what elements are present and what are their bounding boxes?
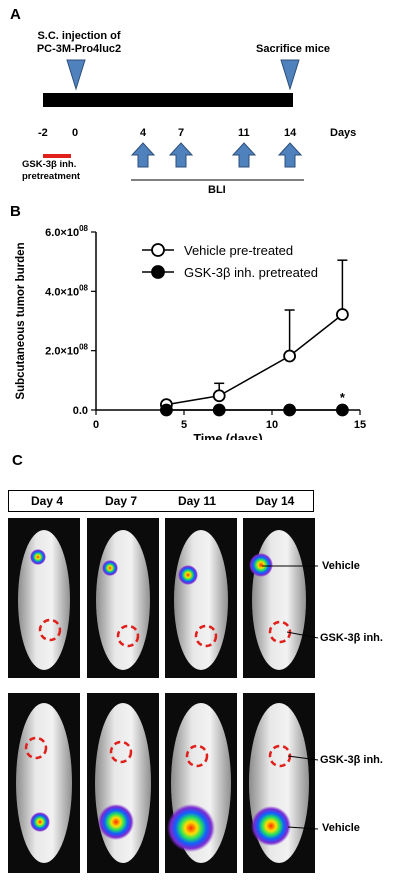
gsk-circle-r1-day11	[194, 624, 218, 648]
series-1-point-2	[283, 403, 297, 417]
day-label-14: Day 14	[255, 494, 295, 508]
series-0-line	[166, 313, 343, 406]
gsk-circle-r1-day7	[116, 624, 140, 648]
bli-arrow-day7-icon	[168, 142, 194, 168]
day-header-box	[8, 490, 314, 512]
mouse-body-r1-day4	[18, 530, 70, 670]
signal-r1-day4	[30, 549, 46, 565]
tick-7: 7	[178, 127, 185, 139]
signal-r1-day11	[178, 565, 198, 585]
tick-minus2: -2	[38, 127, 48, 139]
significance-asterisk: *	[340, 390, 346, 405]
bli-label: BLI	[208, 184, 226, 196]
y-tick-label-3: 6.0×1008	[45, 224, 88, 239]
gsk-circle-r2-day11	[185, 744, 209, 768]
injection-label-line2: PC-3M-Pro4luc2	[36, 43, 122, 55]
day-label-11: Day 11	[177, 494, 217, 508]
legend-marker-1	[151, 265, 165, 279]
x-tick-label-2: 10	[266, 419, 278, 431]
days-label: Days	[330, 127, 357, 139]
panel-b-letter: B	[10, 203, 21, 220]
gsk-circle-r2-day7	[109, 740, 133, 764]
injection-label: S.C. injection of PC-3M-Pro4luc2	[24, 30, 134, 56]
pointer-line-r2-gsk	[287, 755, 319, 761]
gsk-circle-r2-day4	[24, 736, 48, 760]
signal-r1-day14	[249, 553, 273, 577]
day-label-4: Day 4	[30, 494, 64, 508]
series-0-point-1	[212, 389, 226, 403]
bli-arrow-day4-icon	[130, 142, 156, 168]
pretreatment-bar	[43, 154, 71, 158]
signal-r1-day7	[102, 560, 118, 576]
signal-r2-day7	[98, 804, 134, 840]
timeline-svg	[43, 59, 304, 181]
timeline-bar	[43, 93, 293, 107]
mouse-body-r1-day7	[96, 530, 150, 670]
legend-label-1: GSK-3β inh. pretreated	[184, 265, 318, 280]
series-1-point-3	[335, 403, 349, 417]
legend-marker-0	[151, 243, 165, 257]
label-gsk-row2: GSK-3β inh.	[320, 754, 383, 766]
mouse-body-r2-day4	[16, 703, 72, 863]
signal-r2-day4	[30, 812, 50, 832]
mouse-body-r1-day14	[252, 530, 306, 670]
sacrifice-triangle-icon	[280, 59, 300, 91]
pretreatment-label-line2: pretreatment	[22, 171, 81, 182]
tumor-burden-chart: 0.0 2.0×1008 4.0×1008 6.0×1008 0 5 10 15 Time (d…	[15, 224, 366, 440]
x-axis-label: Time (days)	[193, 432, 262, 440]
bli-arrow-day14-icon	[277, 142, 303, 168]
injection-triangle-icon	[66, 59, 86, 91]
signal-r2-day14	[251, 806, 291, 846]
panel-c-letter: C	[12, 452, 23, 469]
series-1-point-0	[159, 403, 173, 417]
day-label-7: Day 7	[104, 494, 138, 508]
injection-label-line1: S.C. injection of	[37, 30, 121, 42]
pretreatment-label: GSK-3β inh. pretreatment	[22, 159, 80, 183]
sacrifice-label: Sacrifice mice	[256, 43, 330, 55]
y-tick-label-2: 4.0×1008	[45, 283, 88, 298]
series-0-point-2	[283, 349, 297, 363]
gsk-circle-r1-day14	[268, 620, 292, 644]
pretreatment-label-line1: GSK-3β inh.	[22, 159, 77, 170]
tick-14: 14	[284, 127, 297, 139]
signal-r2-day11	[167, 804, 215, 852]
tick-4: 4	[140, 127, 147, 139]
y-tick-label-1: 2.0×1008	[45, 343, 88, 358]
bli-arrow-day11-icon	[231, 142, 257, 168]
x-tick-label-0: 0	[93, 419, 99, 431]
pointer-line-r1-gsk	[286, 631, 319, 639]
series-0-point-3	[335, 308, 349, 321]
legend-label-0: Vehicle pre-treated	[184, 243, 293, 258]
label-vehicle-row2: Vehicle	[322, 822, 360, 834]
mouse-body-r2-day7	[95, 703, 151, 863]
panel-a-letter: A	[10, 6, 21, 23]
x-tick-label-3: 15	[354, 419, 366, 431]
x-tick-label-1: 5	[181, 419, 187, 431]
label-gsk-row1: GSK-3β inh.	[320, 632, 383, 644]
y-tick-label-0: 0.0	[73, 405, 88, 417]
label-vehicle-row1: Vehicle	[322, 560, 360, 572]
tick-11: 11	[238, 127, 250, 139]
gsk-circle-r1-day4	[38, 618, 62, 642]
series-1-point-1	[212, 403, 226, 417]
y-axis-label: Subcutaneous tumor burden	[15, 242, 27, 399]
tick-0: 0	[72, 127, 79, 139]
pointer-line-r2-vehicle	[287, 826, 319, 830]
mouse-body-r1-day11	[174, 530, 228, 670]
